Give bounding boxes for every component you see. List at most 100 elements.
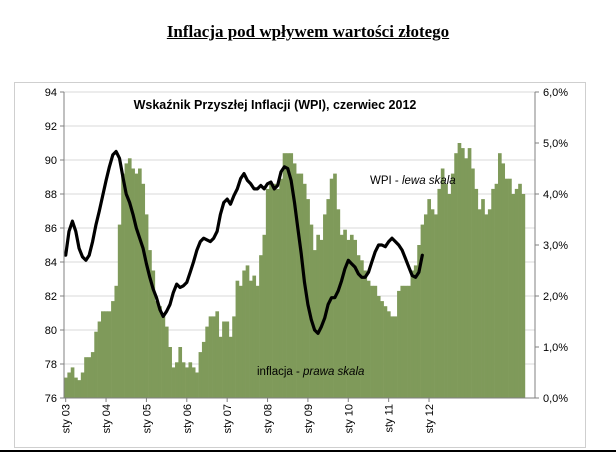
inflation-bar: [366, 280, 371, 398]
inflation-bar: [430, 209, 435, 398]
wpi-line: [64, 149, 424, 335]
inflation-bar: [491, 188, 495, 398]
inflation-bar: [292, 163, 297, 398]
inflation-bar: [383, 306, 388, 398]
left-tick-label: 90: [45, 155, 57, 167]
inflation-bar: [312, 250, 317, 398]
inflation-bar: [144, 214, 149, 398]
inflation-bar: [70, 367, 75, 398]
inflation-bar: [400, 285, 405, 398]
right-tick-label: 2,0%: [543, 291, 568, 303]
x-tick-label: sty 09: [303, 404, 315, 433]
inflation-bar: [508, 178, 512, 398]
inflation-bar: [255, 285, 260, 398]
inflation-bar: [64, 377, 68, 398]
inflation-bar: [511, 194, 516, 398]
x-tick-label: sty 06: [182, 404, 194, 433]
inflation-bar: [141, 183, 146, 398]
inflation-bar: [504, 178, 509, 398]
inflation-bar: [188, 362, 193, 398]
inflation-bar: [171, 367, 176, 398]
inflation-bar: [460, 148, 465, 398]
inflation-series-label: inflacja - prawa skala: [257, 366, 364, 378]
inflation-bar: [427, 199, 432, 398]
inflation-bar: [117, 224, 122, 398]
inflation-bar: [420, 224, 425, 398]
inflation-bar: [275, 188, 280, 398]
inflation-bar: [124, 163, 129, 398]
inflation-bar: [104, 311, 109, 398]
inflation-bar: [464, 158, 469, 398]
inflation-bar: [474, 188, 479, 398]
inflation-bar: [134, 173, 139, 398]
inflation-bar: [212, 316, 216, 398]
inflation-bar: [360, 260, 364, 398]
wpi-line-layer: [64, 149, 424, 335]
inflation-bar: [77, 380, 82, 398]
inflation-bar: [151, 270, 156, 398]
inflation-bar: [154, 301, 159, 398]
inflation-bar: [423, 214, 428, 398]
inflation-bar: [437, 188, 442, 398]
inflation-bar: [514, 188, 519, 398]
inflation-bar: [316, 234, 320, 398]
inflation-bar: [225, 321, 230, 398]
inflation-bar: [164, 326, 169, 398]
inflation-bar: [245, 265, 250, 398]
inflation-bar: [262, 234, 267, 398]
x-tick-label: sty 05: [141, 404, 153, 433]
inflation-bar: [269, 183, 273, 398]
inflation-bar: [215, 311, 220, 398]
chart-frame: 76 78 80 82 84 86 88 90 92 94 0,0% 1,0% 2,0% 3,0% 4,0%…: [14, 82, 586, 448]
inflation-bar: [107, 311, 112, 398]
inflation-bar: [175, 362, 179, 398]
inflation-bar: [296, 173, 300, 398]
inflation-bar: [242, 270, 246, 398]
inflation-bar: [471, 168, 475, 398]
left-tick-label: 84: [45, 257, 57, 269]
inflation-bar: [393, 316, 398, 398]
inflation-bar: [336, 209, 341, 398]
inflation-bar: [232, 316, 236, 398]
left-tick-label: 80: [45, 325, 57, 337]
left-tick-label: 78: [45, 359, 57, 371]
wpi-series-label: WPI - lewa skala: [370, 175, 456, 187]
left-tick-label: 92: [45, 121, 57, 133]
inflation-bar: [138, 168, 142, 398]
inflation-bar: [286, 153, 290, 398]
right-tick-label: 3,0%: [543, 240, 568, 252]
inflation-bar: [501, 163, 506, 398]
inflation-bar: [131, 168, 135, 398]
inflation-bar: [235, 280, 240, 398]
inflation-bar: [114, 285, 119, 398]
page-heading: Inflacja pod wpływem wartości złotego: [166, 22, 450, 41]
inflation-bar: [279, 178, 283, 398]
inflation-bar: [450, 173, 455, 398]
inflation-bar: [444, 183, 448, 398]
inflation-bar: [484, 214, 489, 398]
left-tick-label: 76: [45, 393, 57, 405]
inflation-bar: [323, 214, 327, 398]
inflation-bar: [252, 275, 257, 398]
inflation-bar: [353, 239, 357, 398]
inflation-bar: [339, 234, 344, 398]
inflation-bar: [249, 280, 253, 398]
inflation-bar: [74, 377, 78, 398]
inflation-bar: [407, 285, 411, 398]
inflation-bar: [487, 209, 492, 398]
inflation-bar: [343, 229, 347, 398]
inflation-bar: [390, 316, 394, 398]
inflation-bar: [80, 372, 85, 398]
inflation-bar: [201, 341, 206, 398]
inflation-bar: [205, 326, 209, 398]
inflation-bar: [373, 285, 378, 398]
inflation-bar: [454, 153, 458, 398]
inflation-bar: [376, 296, 381, 398]
x-tick-label: sty 11: [384, 404, 396, 433]
inflation-bar: [161, 316, 166, 398]
inflation-bar: [356, 255, 361, 398]
inflation-bar: [222, 321, 226, 398]
inflation-bar: [191, 367, 196, 398]
inflation-bar: [289, 153, 294, 398]
inflation-bar: [386, 311, 391, 398]
